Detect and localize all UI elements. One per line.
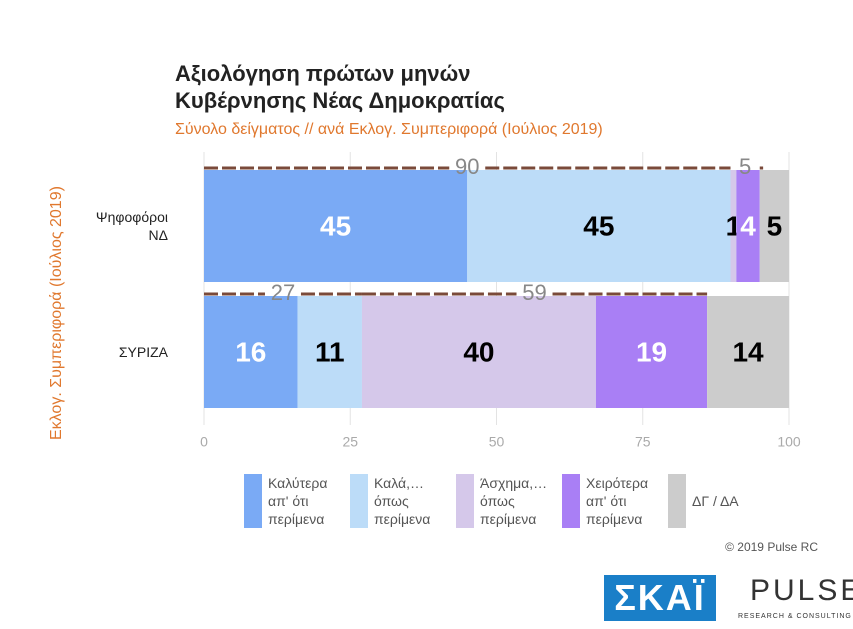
x-tick-label: 50 [489,434,505,450]
x-tick-label: 75 [635,434,651,450]
legend-label: Χειρότερα απ' ότι περίμενα [586,475,649,527]
chart-title: Αξιολόγηση πρώτων μηνών Κυβέρνησης Νέας … [175,61,505,113]
y-axis-label: Εκλογ. Συμπεριφορά (Ιούλιος 2019) [48,186,65,440]
legend-label: ΔΓ / ΔΑ [692,493,739,509]
value-label: 14 [732,336,764,367]
value-label: 11 [315,336,345,367]
value-label: 45 [320,210,351,241]
value-label: 45 [583,210,614,241]
legend-swatch [350,474,368,528]
bar-segment [707,296,789,408]
value-label: 4 [740,210,756,241]
total-label: 5 [739,154,751,179]
skai-logo: ΣΚΑΪ [604,575,716,621]
pulse-logo-sub: RESEARCH & CONSULTING [738,613,852,620]
x-tick-label: 100 [777,434,801,450]
value-label: 5 [767,210,783,241]
legend-swatch [244,474,262,528]
value-label: 19 [636,336,667,367]
legend-swatch [456,474,474,528]
legend-swatch [668,474,686,528]
bar-segment [736,170,760,282]
bar-segment [204,170,468,282]
bar-segment [730,170,737,282]
total-label: 59 [522,280,546,305]
legend-label: Καλά,… όπως περίμενα [374,475,431,527]
x-tick-label: 25 [342,434,358,450]
category-label: ΣΥΡΙΖΑ [118,344,168,360]
legend-label: Καλύτερα απ' ότι περίμενα [268,475,328,527]
bar-segment [467,170,731,282]
bar-segment [297,296,362,408]
legend-swatch [562,474,580,528]
value-label: 40 [463,336,494,367]
copyright: © 2019 Pulse RC [725,540,818,554]
x-tick-label: 0 [200,434,208,450]
legend-label: Άσχημα,… όπως περίμενα [480,475,548,527]
total-label: 27 [271,280,295,305]
bar-segment [595,296,708,408]
chart-subtitle: Σύνολο δείγματος // ανά Εκλογ. Συμπεριφο… [175,121,603,138]
pulse-logo: PULSE [750,574,853,607]
bar-segment [361,296,596,408]
category-label: Ψηφοφόροι ΝΔ [95,209,168,243]
total-label: 90 [455,154,479,179]
value-label: 16 [235,336,266,367]
bar-segment [204,296,298,408]
bar-segment [759,170,789,282]
